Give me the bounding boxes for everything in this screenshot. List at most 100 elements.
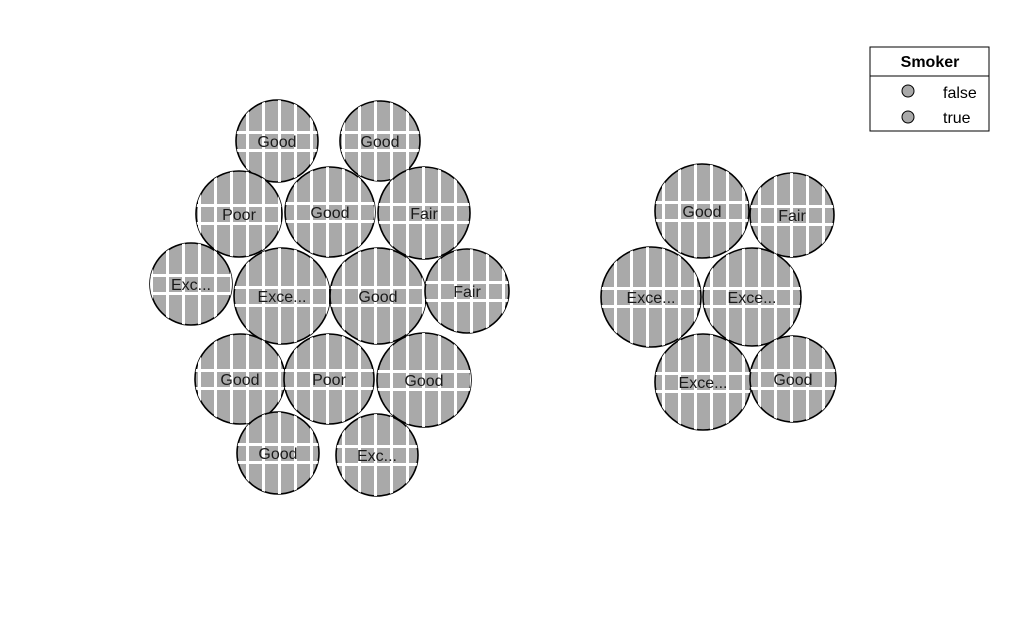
stripe-vertical <box>406 101 409 181</box>
bubble-label: Exc... <box>357 448 397 465</box>
bubbles-layer: Good Good Poor Good Fair Exc... Exce... Good Fai… <box>149 99 837 497</box>
stripe-vertical <box>310 334 313 424</box>
stripe-vertical <box>646 247 649 347</box>
bubble: Good <box>329 247 427 345</box>
bubble-label: Fair <box>410 206 438 223</box>
stripe-horizontal <box>237 461 319 464</box>
stripe-vertical <box>710 248 713 346</box>
stripe-vertical <box>790 248 793 346</box>
stripe-vertical <box>326 167 329 257</box>
legend-marker-true <box>901 110 915 124</box>
stripe-vertical <box>678 164 681 258</box>
bubble-group-false: Good Good Poor Good Fair Exc... Exce... Good Fai… <box>149 99 510 497</box>
bubble-label: Good <box>257 134 296 151</box>
stripe-horizontal <box>601 305 701 308</box>
stripe-horizontal <box>236 131 318 134</box>
stripe-vertical <box>182 243 185 325</box>
stripe-vertical <box>790 173 793 257</box>
stripe-vertical <box>342 334 345 424</box>
stripe-vertical <box>262 171 265 257</box>
legend-marker-false <box>901 84 915 98</box>
stripe-horizontal <box>750 387 836 390</box>
bubble-stripes <box>336 414 418 496</box>
stripe-horizontal <box>377 370 471 373</box>
stripe-horizontal <box>285 202 375 205</box>
stripe-vertical <box>294 412 297 494</box>
stripe-vertical <box>758 173 761 257</box>
stripe-vertical <box>422 333 425 427</box>
bubble-stripes <box>601 247 701 347</box>
stripe-vertical <box>262 412 265 494</box>
bubble-label: Exce... <box>679 375 728 392</box>
stripe-horizontal <box>236 149 318 152</box>
bubble-label: Fair <box>453 284 481 301</box>
bubble-stripes <box>750 336 836 422</box>
stripe-horizontal <box>601 287 701 290</box>
bubble: Fair <box>424 248 510 334</box>
bubble-label: Good <box>404 373 443 390</box>
stripe-vertical <box>342 101 345 181</box>
bubble-label: Exce... <box>627 290 676 307</box>
bubble-stripes <box>236 100 318 182</box>
stripe-vertical <box>790 336 793 422</box>
stripe-vertical <box>406 248 409 344</box>
stripe-horizontal <box>425 281 509 284</box>
stripe-horizontal <box>284 387 374 390</box>
bubble-stripes <box>150 243 232 325</box>
stripe-vertical <box>342 167 345 257</box>
stripe-vertical <box>278 248 281 344</box>
stripe-horizontal <box>340 149 420 152</box>
stripe-vertical <box>198 171 201 257</box>
stripe-horizontal <box>378 221 470 224</box>
bubble-stripes <box>195 334 285 424</box>
legend-box <box>869 46 990 132</box>
stripe-vertical <box>342 248 345 344</box>
bubble: Good <box>339 100 421 182</box>
stripe-vertical <box>742 248 745 346</box>
stripe-vertical <box>678 334 681 430</box>
bubble-stripes <box>378 167 470 259</box>
stripe-vertical <box>294 100 297 182</box>
stripe-horizontal <box>285 220 375 223</box>
stripe-vertical <box>438 249 441 333</box>
bubble-label: Good <box>773 372 812 389</box>
stripe-vertical <box>310 412 313 494</box>
bubble-circle <box>235 99 319 183</box>
bubble: Exc... <box>335 413 419 497</box>
stripe-vertical <box>294 334 297 424</box>
stripe-vertical <box>454 167 457 259</box>
stripe-horizontal <box>196 222 282 225</box>
bubble: Exce... <box>702 247 802 347</box>
stripe-horizontal <box>750 205 834 208</box>
bubble-label: Poor <box>222 207 256 224</box>
stripe-vertical <box>390 414 393 496</box>
stripe-horizontal <box>237 443 319 446</box>
stripe-vertical <box>438 167 441 259</box>
stripe-vertical <box>262 100 265 182</box>
stripe-vertical <box>774 336 777 422</box>
bubble: Good <box>235 99 319 183</box>
stripe-vertical <box>454 249 457 333</box>
stripe-vertical <box>758 336 761 422</box>
stripe-vertical <box>806 173 809 257</box>
bubble: Exce... <box>654 333 752 431</box>
stripe-horizontal <box>336 445 418 448</box>
stripe-vertical <box>822 336 825 422</box>
bubble: Exce... <box>600 246 702 348</box>
stripe-vertical <box>406 414 409 496</box>
stripe-vertical <box>470 333 471 427</box>
bubble: Good <box>194 333 286 425</box>
bubble-group-true: Good Fair Exce... Exce... Exce... Good <box>600 163 837 431</box>
stripe-vertical <box>246 248 249 344</box>
stripe-vertical <box>662 247 665 347</box>
legend: Smoker false true <box>869 46 990 132</box>
stripe-vertical <box>646 164 649 258</box>
stripe-vertical <box>470 249 473 333</box>
bubble-stripes <box>284 334 374 424</box>
stripe-vertical <box>806 336 809 422</box>
stripe-vertical <box>262 334 265 424</box>
legend-title: Smoker <box>901 54 960 71</box>
stripe-horizontal <box>234 286 330 289</box>
stripe-vertical <box>214 243 217 325</box>
